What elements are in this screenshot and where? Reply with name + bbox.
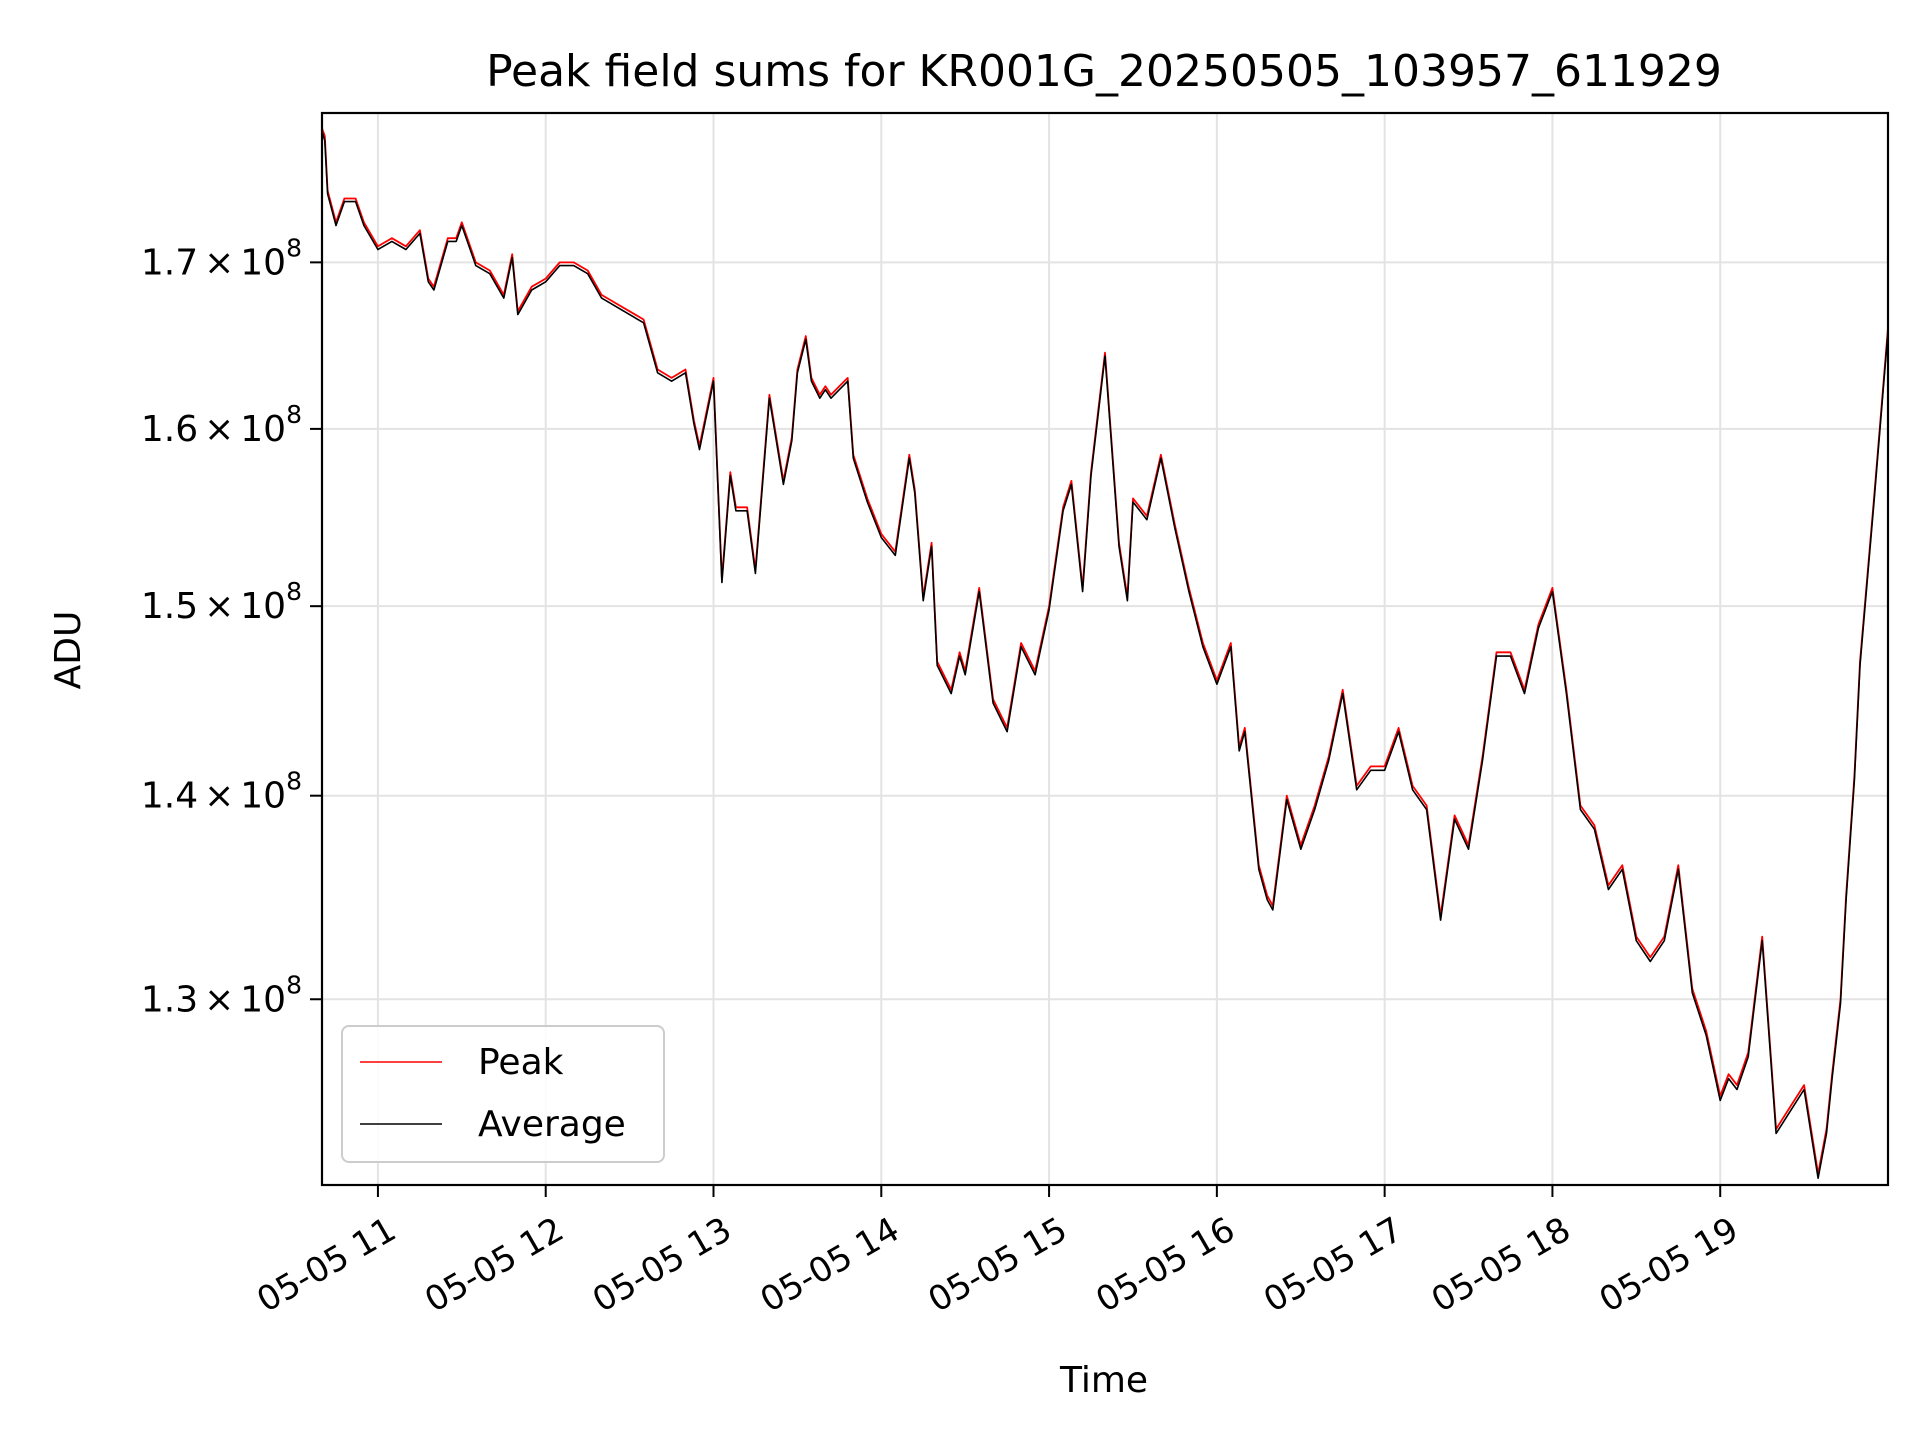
y-tick-base: 10 [240, 242, 286, 283]
y-tick-mantissa: 1.7 [141, 242, 198, 283]
y-tick-times: × [204, 586, 234, 627]
series-layer [322, 127, 1888, 1179]
legend-label-average: Average [478, 1104, 626, 1145]
y-axis-label: ADU [48, 611, 89, 690]
y-tick-label: 1.7 × 108 [141, 233, 302, 283]
y-tick-exponent: 8 [286, 233, 302, 262]
legend-label-peak: Peak [478, 1042, 564, 1083]
y-tick-times: × [204, 242, 234, 283]
y-tick-base: 10 [240, 409, 286, 450]
legend-box [341, 1025, 665, 1163]
y-tick-label: 1.4 × 108 [141, 767, 302, 817]
series-line-average [322, 131, 1888, 1179]
y-tick-exponent: 8 [286, 577, 302, 606]
y-tick-base: 10 [240, 586, 286, 627]
y-tick-exponent: 8 [286, 767, 302, 796]
y-tick-base: 10 [240, 979, 286, 1020]
y-tick-mantissa: 1.4 [141, 776, 198, 817]
y-tick-label: 1.3 × 108 [141, 970, 302, 1020]
y-tick-label: 1.5 × 108 [141, 577, 302, 627]
x-axis-label: Time [1059, 1360, 1148, 1401]
plot-area-frame [320, 111, 1890, 1187]
y-tick-times: × [204, 776, 234, 817]
y-tick-exponent: 8 [286, 400, 302, 429]
grid-lines [322, 113, 1888, 1185]
y-tick-times: × [204, 409, 234, 450]
chart-title: Peak field sums for KR001G_20250505_1039… [486, 46, 1722, 97]
legend: Peak Average [341, 1025, 665, 1163]
y-tick-label: 1.6 × 108 [141, 400, 302, 450]
y-tick-mantissa: 1.5 [141, 586, 198, 627]
y-tick-exponent: 8 [286, 970, 302, 999]
y-tick-mantissa: 1.3 [141, 979, 198, 1020]
series-line-peak [322, 127, 1888, 1175]
y-tick-base: 10 [240, 776, 286, 817]
y-tick-mantissa: 1.6 [141, 409, 198, 450]
y-tick-times: × [204, 979, 234, 1020]
